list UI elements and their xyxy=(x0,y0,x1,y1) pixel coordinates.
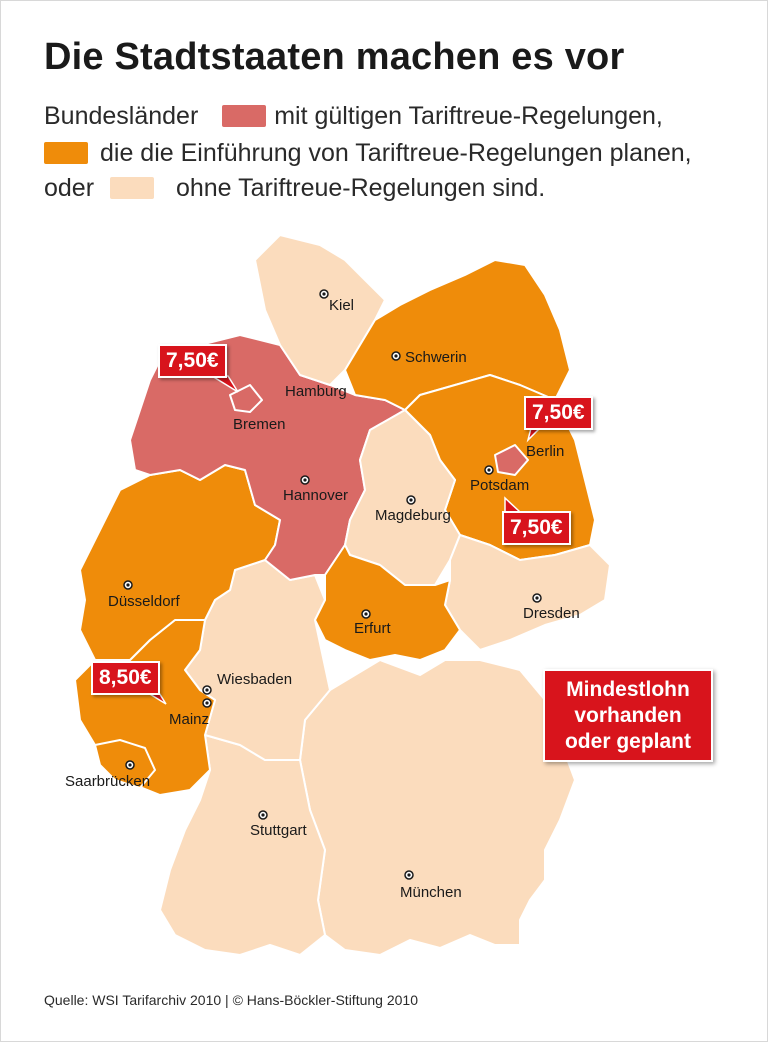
label-duesseldorf: Düsseldorf xyxy=(108,593,181,610)
legend-swatch-planned xyxy=(44,142,88,164)
price-brandenburg: 7,50€ xyxy=(502,511,571,545)
label-schwerin: Schwerin xyxy=(405,349,467,366)
label-magdeburg: Magdeburg xyxy=(375,507,451,524)
state-thueringen xyxy=(314,544,461,661)
label-kiel: Kiel xyxy=(329,297,354,314)
legend-text-none: ohne Tariftreue-Regelungen sind. xyxy=(175,174,546,202)
label-dresden: Dresden xyxy=(523,605,580,622)
legend-line-none: oder ohne Tariftreue-Regelungen sind. xyxy=(44,172,545,204)
label-erfurt: Erfurt xyxy=(354,620,392,637)
label-saarbruecken: Saarbrücken xyxy=(65,773,150,790)
legend-line-valid: Bundesländer mit gültigen Tariftreue-Reg… xyxy=(44,100,663,132)
legend-swatch-none xyxy=(110,177,154,199)
label-hannover: Hannover xyxy=(283,487,348,504)
state-saarland xyxy=(94,739,156,789)
source-note: Quelle: WSI Tarifarchiv 2010 | © Hans-Bö… xyxy=(44,992,418,1008)
label-stuttgart: Stuttgart xyxy=(250,822,308,839)
mindestlohn-box: Mindestlohn vorhanden oder geplant xyxy=(543,669,713,762)
state-bayern xyxy=(299,659,576,956)
mindestlohn-line3: oder geplant xyxy=(564,730,691,753)
label-muenchen: München xyxy=(400,884,462,901)
label-potsdam: Potsdam xyxy=(470,477,529,494)
label-hamburg: Hamburg xyxy=(285,383,347,400)
label-berlin: Berlin xyxy=(526,443,564,460)
page-title: Die Stadtstaaten machen es vor xyxy=(44,36,625,78)
state-mv xyxy=(344,259,571,411)
state-berlin xyxy=(494,444,529,476)
label-mainz: Mainz xyxy=(169,711,209,728)
label-wiesbaden: Wiesbaden xyxy=(217,671,292,688)
legend-text-bundeslaender: Bundesländer xyxy=(44,102,199,130)
price-bremen: 7,50€ xyxy=(158,344,227,378)
legend-text-planned: die die Einführung von Tariftreue-Regelu… xyxy=(100,139,692,167)
mindestlohn-line2: vorhanden xyxy=(574,704,682,727)
legend-line-planned: die die Einführung von Tariftreue-Regelu… xyxy=(100,137,692,169)
price-rheinland-pfalz: 8,50€ xyxy=(91,661,160,695)
label-bremen: Bremen xyxy=(233,416,286,433)
mindestlohn-line1: Mindestlohn xyxy=(566,678,690,701)
legend-text-valid: mit gültigen Tariftreue-Regelungen, xyxy=(274,102,663,130)
legend-swatch-valid xyxy=(222,105,266,127)
price-berlin: 7,50€ xyxy=(524,396,593,430)
legend-text-oder: oder xyxy=(44,174,95,202)
